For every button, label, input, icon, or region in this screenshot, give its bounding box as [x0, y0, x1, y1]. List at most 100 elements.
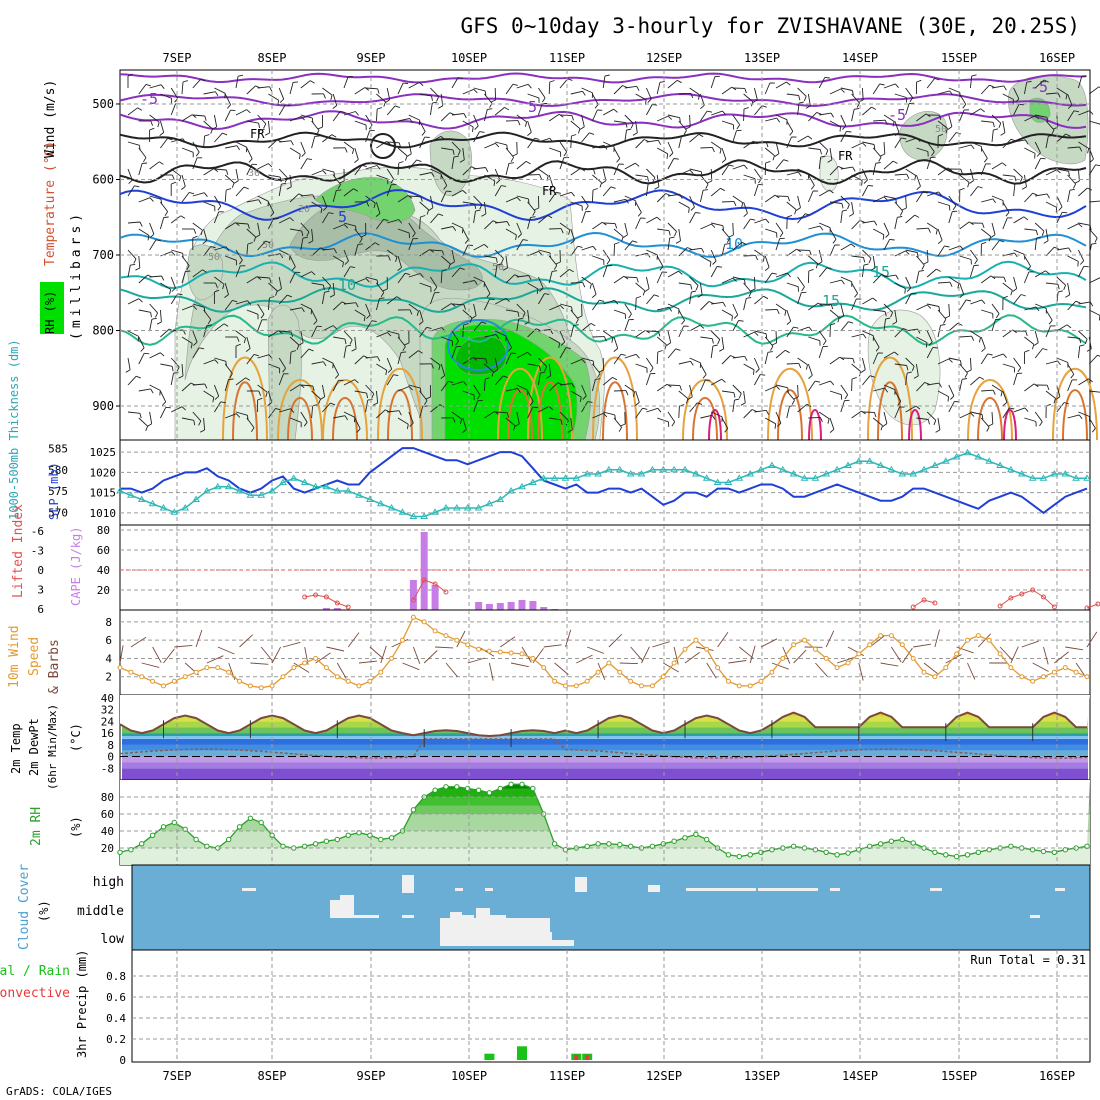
wind-barb-feather — [457, 150, 461, 156]
wind-barb — [1088, 147, 1094, 160]
wind-barb — [656, 271, 663, 284]
wind-barb-feather — [926, 304, 932, 309]
wind-barb-feather — [149, 127, 155, 131]
wind-barb-feather — [236, 413, 241, 418]
wind-barb — [386, 184, 392, 197]
wind-barb-feather — [485, 377, 491, 380]
wind-barb — [1067, 363, 1075, 375]
wind-barb — [1088, 228, 1098, 239]
wind-barb — [1013, 373, 1018, 386]
surface-wind-barb — [1010, 646, 1019, 664]
wind-barb — [1077, 266, 1085, 278]
thickness-marker — [268, 487, 276, 494]
wind-barb — [473, 211, 476, 224]
wind-barb — [700, 336, 713, 340]
wind-barb — [224, 93, 232, 105]
wind-barb-feather — [772, 155, 775, 161]
wind-barb — [916, 255, 925, 266]
wind-barb-feather — [199, 429, 205, 433]
rh2m-marker — [530, 785, 536, 792]
wind-barb — [873, 309, 886, 312]
wind-barb-feather — [796, 248, 802, 253]
wind-barb — [1045, 309, 1053, 321]
wind-barb-feather — [707, 180, 712, 184]
surface-wind-barb — [977, 633, 991, 648]
precip-tick-label: 0.6 — [106, 991, 126, 1004]
wind-speed-marker — [421, 619, 427, 625]
wind-barb — [495, 221, 508, 224]
wind-barb-feather — [808, 268, 814, 272]
wind-barb — [851, 109, 855, 122]
wind-barb — [916, 382, 926, 392]
wind-barb-feather — [258, 390, 262, 396]
wind-barb-feather — [826, 267, 832, 270]
wind-barb — [322, 402, 331, 413]
wind-barb-feather — [711, 338, 714, 344]
wind-barb-feather — [236, 145, 240, 151]
temperature-line — [119, 711, 1087, 738]
wind-barb — [829, 356, 841, 365]
wind-barb-feather — [1091, 242, 1097, 245]
wind-barb — [527, 282, 539, 290]
wind-barb-feather — [1035, 306, 1040, 312]
rh2m-marker — [606, 841, 612, 847]
wind-barb-feather — [1079, 338, 1082, 344]
wind-barb — [775, 222, 784, 234]
wind-barb-feather — [899, 210, 904, 216]
wind-speed-marker — [986, 637, 992, 643]
wind-barb-feather — [473, 88, 478, 94]
wind-barb-feather — [160, 352, 165, 357]
wind-barb — [473, 131, 480, 143]
wind-barb-feather — [365, 278, 370, 283]
wind-barb-feather — [308, 348, 314, 352]
wind-barb — [969, 76, 973, 89]
wind-barb — [181, 305, 194, 311]
wind-barb — [343, 188, 354, 197]
wind-barb-feather — [1014, 182, 1020, 185]
wind-barb — [451, 113, 464, 116]
rh2m-marker — [475, 787, 482, 793]
wind-speed-marker — [161, 683, 166, 689]
wind-barb — [656, 174, 660, 187]
wind-tick-label: 2 — [105, 671, 112, 684]
thickness-marker — [246, 491, 255, 498]
wind-barb — [861, 87, 864, 101]
wind-barb — [862, 375, 871, 386]
wind-barb — [775, 349, 786, 359]
wind-barb — [894, 137, 902, 149]
wind-barb-feather — [595, 378, 601, 380]
wind-barb-feather — [1057, 92, 1061, 98]
wind-barb-feather — [481, 321, 487, 325]
contour-label: -5 — [888, 106, 906, 124]
surface-wind-barb — [760, 638, 778, 648]
wind-barb-feather — [815, 380, 821, 383]
wind-barb — [1045, 120, 1055, 131]
surface-wind-barb — [239, 634, 254, 648]
wind-barb — [862, 249, 872, 259]
wind-barb — [505, 196, 518, 203]
wind-barb-feather — [464, 239, 469, 244]
wind-barb — [624, 240, 633, 251]
wind-barb — [387, 410, 400, 413]
wind-barb — [267, 390, 273, 403]
wind-barb-feather — [750, 218, 756, 221]
wind-barb — [667, 79, 678, 89]
wind-speed-marker — [1062, 665, 1068, 671]
wind-barb — [937, 417, 941, 430]
wind-barb-feather — [1026, 80, 1032, 83]
wind-barb-feather — [441, 269, 447, 272]
wind-barb — [948, 322, 959, 332]
wind-barb-feather — [265, 392, 268, 398]
wind-barb — [905, 373, 908, 386]
thickness-marker — [452, 504, 461, 511]
wind-barb-feather — [387, 332, 392, 337]
wind-barb-feather — [504, 107, 510, 111]
wind-barb — [829, 244, 836, 257]
wind-barb-feather — [217, 205, 222, 211]
wind-barb — [775, 303, 787, 312]
wind-barb-feather — [630, 123, 634, 129]
wind-barb — [462, 390, 475, 396]
wind-barb-feather — [327, 285, 332, 291]
wind-barb — [419, 282, 432, 288]
wind-barb-feather — [139, 221, 143, 227]
